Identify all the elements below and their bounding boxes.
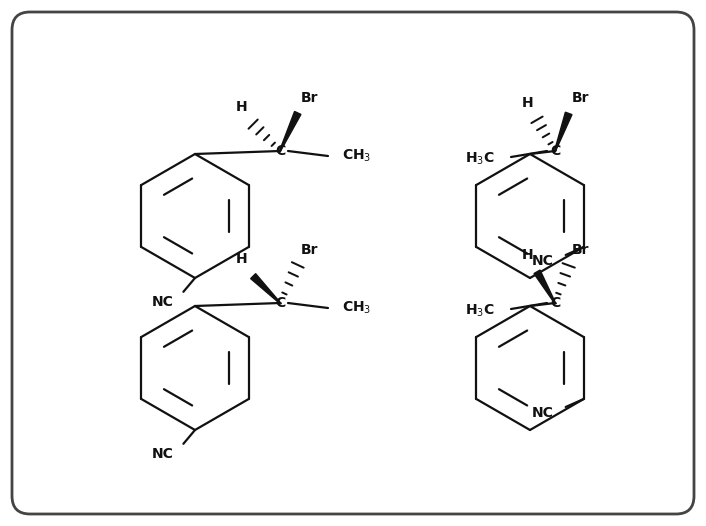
Polygon shape	[280, 112, 301, 151]
Text: NC: NC	[532, 406, 554, 420]
Text: H: H	[521, 248, 533, 262]
Text: NC: NC	[532, 254, 554, 268]
Text: CH$_3$: CH$_3$	[342, 300, 371, 316]
Text: C: C	[550, 296, 560, 310]
Text: CH$_3$: CH$_3$	[342, 148, 371, 164]
Text: C: C	[550, 144, 560, 158]
Polygon shape	[534, 270, 556, 304]
Text: H: H	[521, 96, 533, 110]
Polygon shape	[251, 274, 280, 304]
Polygon shape	[554, 112, 572, 151]
Text: NC: NC	[152, 447, 174, 461]
Text: C: C	[275, 296, 285, 310]
Text: NC: NC	[152, 295, 174, 309]
FancyBboxPatch shape	[12, 12, 694, 514]
Text: C: C	[275, 144, 285, 158]
Text: H: H	[236, 252, 247, 266]
Text: H: H	[236, 100, 247, 114]
Text: Br: Br	[572, 244, 590, 257]
Text: H$_3$C: H$_3$C	[465, 303, 495, 319]
Text: Br: Br	[301, 243, 318, 257]
Text: Br: Br	[572, 92, 590, 105]
Text: Br: Br	[301, 91, 318, 105]
Text: H$_3$C: H$_3$C	[465, 151, 495, 167]
